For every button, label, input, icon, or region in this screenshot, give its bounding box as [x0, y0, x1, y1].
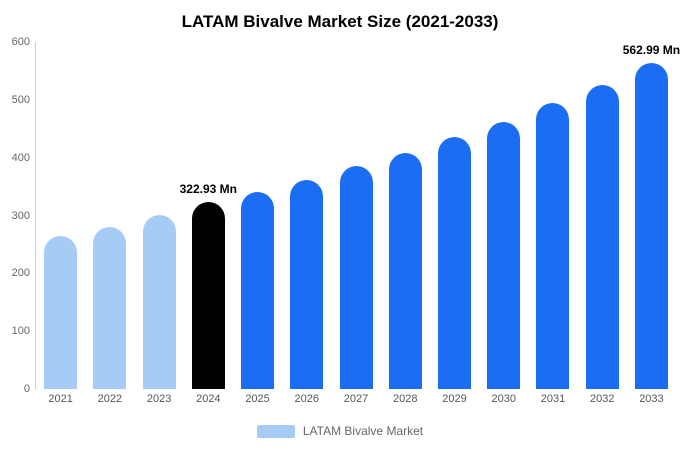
bar-2032 [585, 85, 619, 389]
y-axis-tick-label: 100 [11, 325, 30, 338]
legend: LATAM Bivalve Market [0, 424, 680, 438]
bar-column: 2033 562.99 Mn [623, 42, 680, 410]
y-axis-tick-label: 200 [11, 267, 30, 280]
x-axis-tick-label: 2029 [442, 393, 467, 405]
bar-area [479, 42, 528, 389]
bar-2021 [44, 236, 78, 389]
x-axis-tick-label: 2027 [343, 393, 369, 405]
legend-label[interactable]: LATAM Bivalve Market [302, 424, 424, 438]
legend-swatch[interactable] [256, 424, 295, 438]
bar-2029 [437, 137, 471, 389]
bar-area [578, 42, 627, 389]
bar-area [36, 42, 85, 389]
bar-column: 2026 [282, 42, 331, 410]
y-axis-line [35, 42, 36, 389]
y-axis-tick-label: 0 [23, 383, 30, 395]
bar-2023 [142, 214, 176, 389]
bar-2031 [536, 103, 570, 389]
x-axis-tick-label: 2030 [491, 393, 516, 405]
x-axis-tick-label: 2022 [97, 393, 123, 405]
x-axis-tick-label: 2032 [589, 393, 615, 405]
x-axis-tick-label: 2028 [393, 393, 418, 405]
bar-column: 2021 [36, 42, 85, 410]
x-axis-tick-label: 2021 [48, 393, 73, 405]
plot-area: 2021 2022 2023 2024 322.93 Mn 2025 2026 2027 202… [36, 42, 680, 410]
bar-column: 2024 322.93 Mn [180, 42, 237, 410]
x-axis-tick-label: 2023 [146, 393, 172, 405]
y-axis-tick-label: 500 [11, 93, 30, 106]
y-axis-tick-label: 400 [11, 151, 30, 164]
bar-column: 2029 [430, 42, 479, 410]
bar-2028 [388, 152, 422, 389]
bar-area [331, 42, 380, 389]
bar-area [233, 42, 282, 389]
bar-value-label: 562.99 Mn [622, 43, 680, 58]
bar-column: 2027 [331, 42, 380, 410]
x-axis-tick-label: 2026 [294, 393, 320, 405]
bar-2033 [634, 63, 668, 389]
bar-area [528, 42, 577, 389]
bar-column: 2028 [381, 42, 430, 410]
x-axis-tick-label: 2031 [540, 393, 566, 405]
bar-area [627, 42, 676, 389]
x-axis-tick-label: 2024 [196, 393, 221, 405]
y-axis-tick-label: 600 [11, 36, 30, 48]
bar-area [85, 42, 134, 389]
bar-area [134, 42, 183, 389]
chart-title: LATAM Bivalve Market Size (2021-2033) [181, 12, 499, 31]
bar-column: 2030 [479, 42, 528, 410]
x-axis-tick-label: 2025 [245, 393, 270, 405]
x-axis-tick-label: 2033 [639, 393, 664, 405]
bar-area [381, 42, 430, 389]
bar-column: 2031 [528, 42, 577, 410]
bar-2025 [241, 191, 275, 389]
bar-column: 2032 [578, 42, 627, 410]
bar-column: 2023 [134, 42, 183, 410]
bar-column: 2022 [85, 42, 134, 410]
bar-2024 [191, 202, 225, 389]
bar-2027 [339, 166, 373, 389]
y-axis-tick-label: 300 [11, 209, 30, 222]
bar-column: 2025 [233, 42, 282, 410]
bar-area [430, 42, 479, 389]
bar-area [282, 42, 331, 389]
bar-value-label: 322.93 Mn [179, 182, 237, 197]
bar-2022 [93, 226, 127, 389]
bar-area [184, 42, 233, 389]
bar-2026 [290, 180, 324, 389]
bar-2030 [487, 121, 521, 389]
